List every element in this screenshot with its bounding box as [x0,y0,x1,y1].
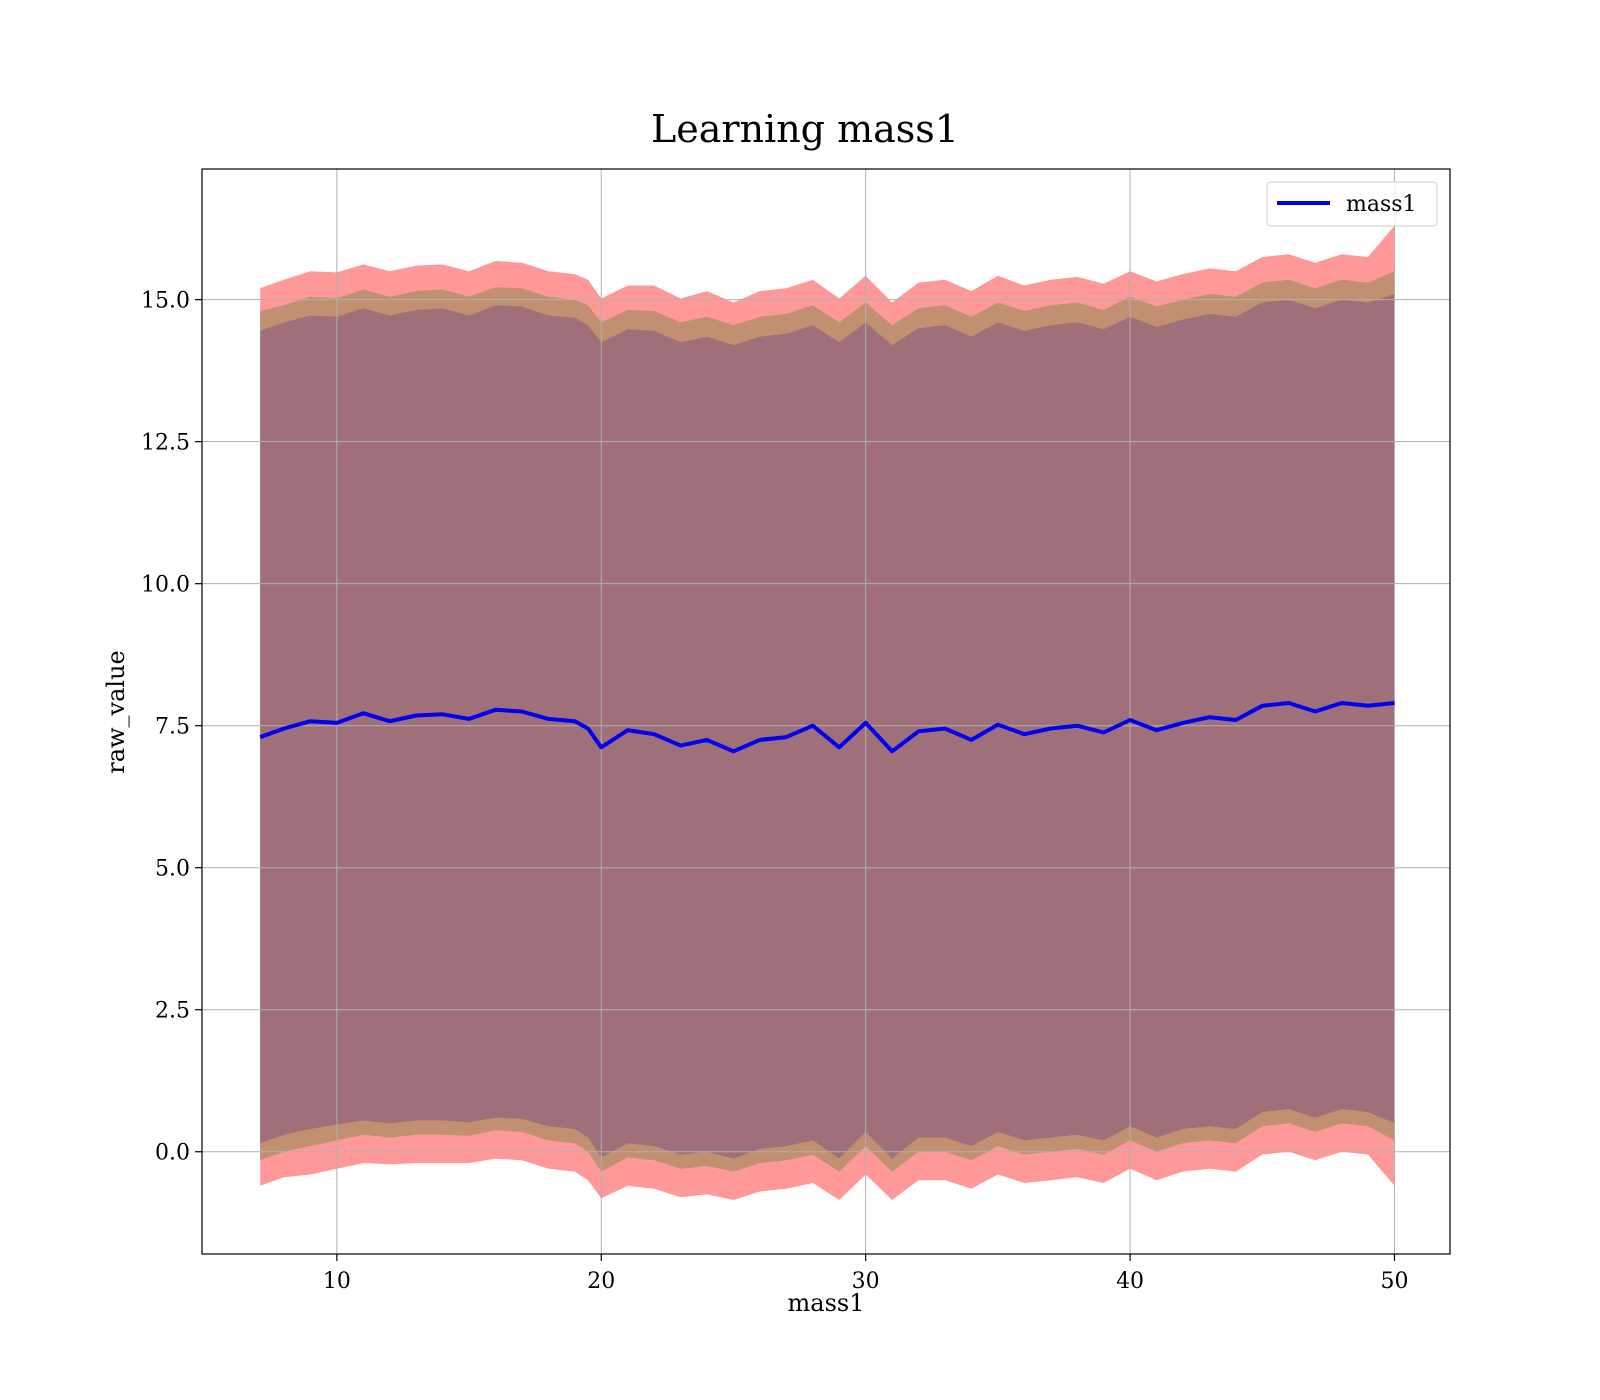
x-tick-label: 10 [323,1269,351,1294]
legend-box [1266,181,1438,227]
grid-lines [202,169,1450,1254]
x-tick-label: 50 [1380,1269,1408,1294]
series-line-mass1 [259,701,1395,754]
plot-frame [201,168,1451,1255]
y-tick-label: 10.0 [141,573,190,598]
x-tick-label: 40 [1116,1269,1144,1294]
chart-title: Learning mass1 [651,107,959,151]
series-lines [259,701,1395,754]
x-tick-label: 30 [852,1269,880,1294]
y-tick-label: 0.0 [155,1141,190,1166]
y-axis-ticks: 0.0 2.5 5.0 7.5 10.0 12.5 15.0 [141,289,202,1166]
x-axis-label: mass1 [788,1289,865,1317]
y-axis-label: raw_value [102,650,130,774]
legend: mass1 [1266,181,1438,227]
y-tick-label: 7.5 [155,715,190,740]
y-tick-label: 2.5 [155,999,190,1024]
x-axis-ticks: 10 20 30 40 50 [323,1254,1408,1294]
y-tick-label: 15.0 [141,289,190,314]
y-tick-label: 5.0 [155,857,190,882]
x-tick-label: 20 [587,1269,615,1294]
band-inner [260,294,1395,1159]
y-tick-label: 12.5 [141,431,190,456]
legend-entry-mass1: mass1 [1346,192,1417,217]
confidence-bands [260,225,1395,1201]
